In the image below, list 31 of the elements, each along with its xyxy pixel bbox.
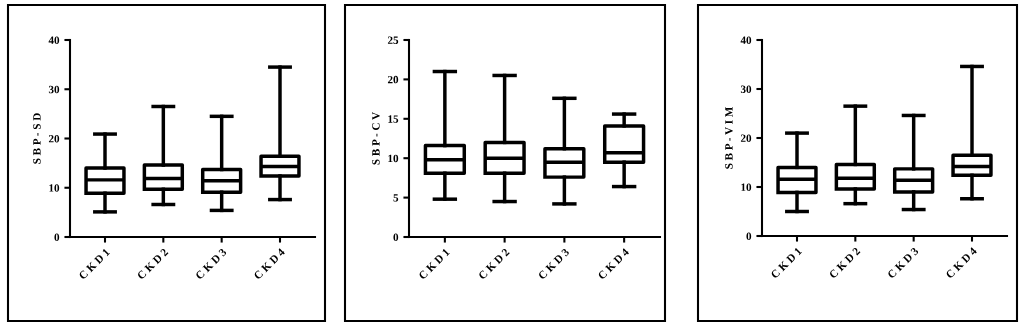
x-tick-label: C K D 4: [597, 247, 630, 280]
y-tick-label: 0: [54, 233, 60, 241]
x-tick-label: C K D 4: [253, 247, 286, 280]
x-tick-label: C K D 1: [770, 247, 803, 279]
y-tick-label: 40: [740, 36, 752, 44]
x-tick-label: C K D 1: [418, 248, 450, 280]
y-tick-label: 0: [746, 232, 752, 240]
y-tick-label: 40: [48, 36, 60, 44]
x-tick-label: C K D 2: [136, 248, 169, 280]
y-tick-label: 10: [388, 154, 399, 163]
x-tick-label: C K D 3: [887, 246, 919, 279]
y-tick-label: 10: [49, 184, 60, 192]
y-axis-title: S B P - S D: [33, 113, 41, 164]
y-tick-label: 20: [387, 75, 399, 84]
y-tick-label: 25: [387, 36, 399, 44]
x-tick-label: C K D 2: [828, 247, 861, 279]
y-tick-label: 5: [393, 194, 399, 202]
x-tick-label: C K D 3: [195, 247, 227, 280]
y-tick-label: 30: [48, 85, 60, 94]
x-tick-label: C K D 4: [945, 246, 978, 279]
y-tick-label: 20: [48, 134, 60, 143]
x-tick-label: C K D 3: [537, 247, 570, 280]
y-tick-label: 15: [388, 115, 399, 123]
y-axis-title: S B P - C V: [372, 112, 380, 165]
x-tick-label: C K D 1: [78, 248, 111, 280]
x-tick-label: C K D 2: [477, 248, 510, 280]
y-tick-label: 20: [740, 134, 752, 142]
y-tick-label: 10: [741, 183, 752, 191]
y-tick-label: 30: [740, 85, 752, 93]
y-tick-label: 0: [393, 233, 399, 241]
y-axis-title: S B P - V I M: [725, 107, 733, 169]
